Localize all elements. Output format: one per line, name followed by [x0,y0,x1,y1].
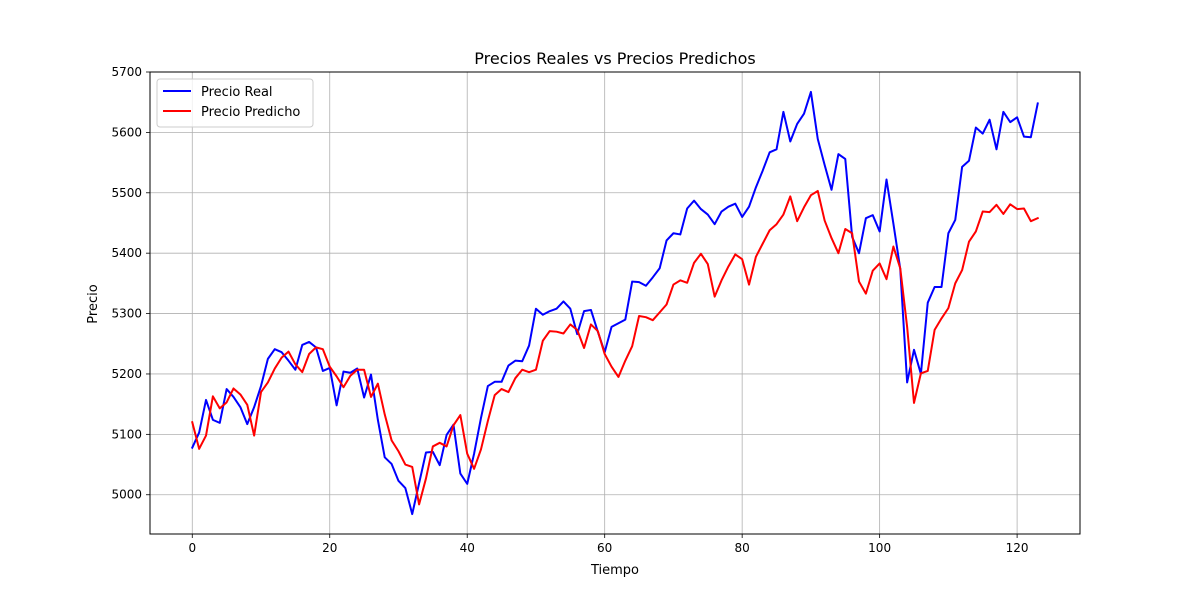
y-tick-label: 5700 [111,65,142,79]
legend-label-precio-real: Precio Real [201,85,273,100]
x-tick-label: 0 [188,541,196,555]
y-tick-label: 5500 [111,186,142,200]
y-axis-label: Precio [86,284,101,323]
y-tick-label: 5600 [111,125,142,139]
y-tick-label: 5100 [111,427,142,441]
y-tick-label: 5400 [111,246,142,260]
legend: Precio Real Precio Predicho [156,78,314,128]
x-tick-label: 20 [322,541,337,555]
x-tick-label: 60 [597,541,612,555]
x-tick-label: 120 [1006,541,1029,555]
legend-label-precio-predicho: Precio Predicho [201,105,300,120]
series-lines [190,90,1040,516]
x-tick-label: 100 [868,541,891,555]
plot-frame [149,71,1081,535]
series-line-precio-predicho [191,189,1040,506]
chart-title: Precios Reales vs Precios Predichos [474,49,756,68]
legend-box [156,78,314,128]
grid [150,71,1080,534]
y-axis-ticks: 5000 5100 5200 5300 5400 5500 5600 5700 [111,65,150,502]
y-tick-label: 5000 [111,488,142,502]
y-tick-label: 5300 [111,307,142,321]
x-axis-ticks: 0 20 40 60 80 100 120 [188,534,1029,555]
x-tick-label: 80 [735,541,750,555]
series-line-precio-real [190,90,1039,516]
x-tick-label: 40 [460,541,475,555]
y-tick-label: 5200 [111,367,142,381]
x-axis-label: Tiempo [590,563,639,578]
